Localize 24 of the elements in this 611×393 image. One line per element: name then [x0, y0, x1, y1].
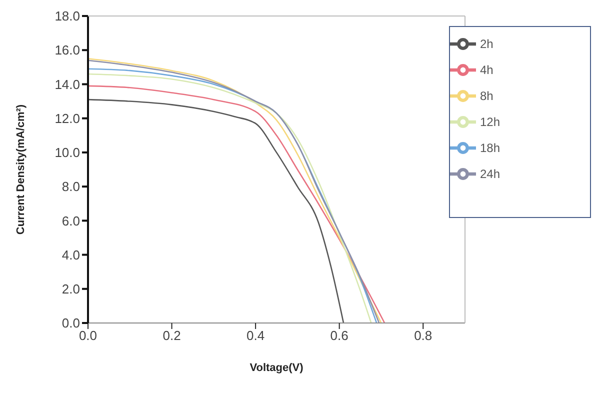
y-tick-label: 2.0: [62, 282, 80, 297]
line-series: [88, 98, 344, 323]
x-tick-label: 0.8: [414, 328, 432, 344]
legend-label: 4h: [480, 63, 494, 78]
x-axis-title: Voltage(V): [250, 362, 304, 374]
y-tick-label: 10.0: [54, 145, 80, 160]
y-tick-label: 8.0: [62, 179, 80, 194]
legend-label: 8h: [480, 89, 494, 104]
y-tick-label: 4.0: [62, 247, 80, 262]
y-tick-label: 6.0: [62, 213, 80, 228]
x-tick-label: 0.2: [162, 328, 181, 344]
y-tick-label: 0.0: [62, 316, 80, 331]
x-tick-label: 0.4: [246, 328, 265, 344]
y-tick-label: 14.0: [54, 76, 80, 92]
legend-label: 2h: [480, 37, 494, 52]
y-tick-label: 16.0: [54, 42, 80, 58]
x-tick-label: 0.0: [78, 328, 98, 344]
x-tick-label: 0.6: [330, 328, 348, 344]
legend-label: 18h: [480, 141, 500, 156]
y-axis-title: Current Density(mA/cm²): [14, 104, 27, 235]
legend-label: 24h: [480, 167, 500, 182]
y-tick-label: 12.0: [54, 110, 80, 126]
legend-label: 12h: [480, 115, 500, 130]
y-tick-label: 18.0: [54, 8, 80, 24]
